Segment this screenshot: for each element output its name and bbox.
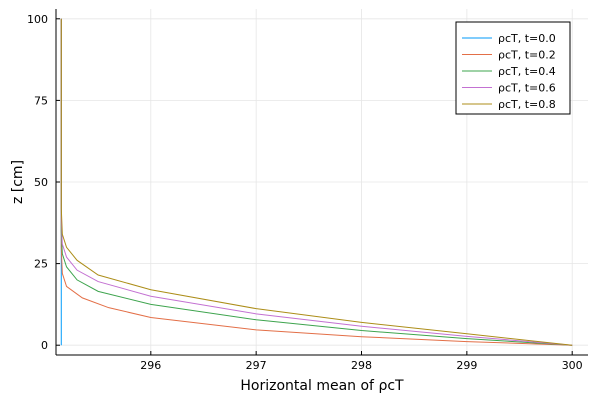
series-lines (60, 18, 573, 346)
y-tick-label: 100 (27, 13, 48, 26)
y-tick-label: 50 (34, 176, 48, 189)
x-tick-label: 296 (140, 359, 161, 372)
x-tick-label: 298 (351, 359, 372, 372)
y-tick-label: 75 (34, 94, 48, 107)
legend-label-0: ρcT, t=0.0 (498, 32, 556, 45)
x-axis-label: Horizontal mean of ρcT (240, 378, 404, 394)
legend-label-1: ρcT, t=0.2 (498, 49, 556, 62)
legend-label-3: ρcT, t=0.6 (498, 82, 556, 95)
legend: ρcT, t=0.0 ρcT, t=0.2 ρcT, t=0.4 ρcT, t=0.6… (455, 21, 571, 115)
x-tick-label: 297 (246, 359, 267, 372)
y-tick-label: 0 (41, 339, 48, 352)
y-axis-label: z [cm] (10, 160, 26, 204)
series-line-4 (60, 18, 573, 346)
tick-labels: 296 297 298 299 300 0 25 50 75 100 (27, 13, 583, 372)
x-tick-label: 300 (562, 359, 583, 372)
legend-label-2: ρcT, t=0.4 (498, 65, 556, 78)
legend-box (455, 21, 571, 115)
y-tick-label: 25 (34, 258, 48, 271)
x-tick-label: 299 (456, 359, 477, 372)
legend-label-4: ρcT, t=0.8 (498, 98, 556, 111)
axes (55, 9, 588, 356)
